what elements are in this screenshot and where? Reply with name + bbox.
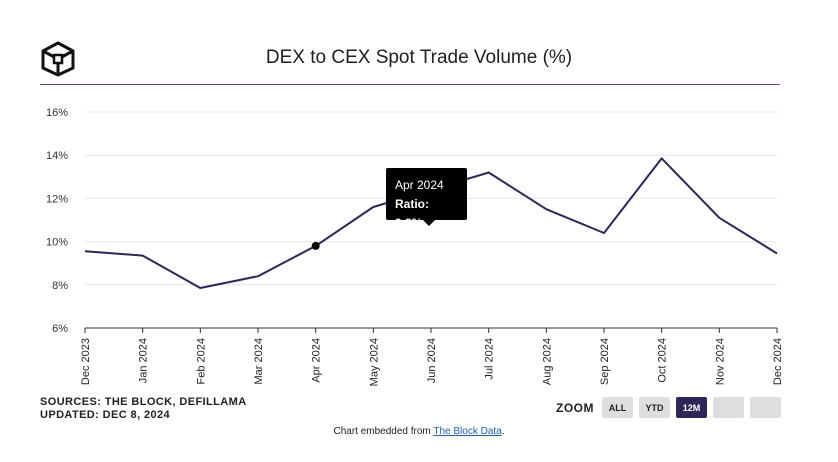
zoom-controls: ZOOM ALL YTD 12M [556,397,787,418]
data-point[interactable] [483,166,495,178]
title-divider [40,84,780,85]
x-tick-label: Jun 2024 [426,338,438,383]
x-tick-label: Nov 2024 [714,338,726,385]
zoom-12m-button[interactable]: 12M [676,397,707,418]
data-point[interactable] [713,212,725,224]
tooltip-date: Apr 2024 [395,178,444,192]
zoom-empty-button-1[interactable] [713,397,744,418]
x-tick-label: Jan 2024 [138,338,150,383]
embed-prefix: Chart embedded from [333,426,434,437]
embed-link[interactable]: The Block Data [433,426,502,437]
x-tick-label: Dec 2023 [80,338,92,385]
data-point[interactable] [771,247,783,259]
y-tick-label: 10% [46,237,68,249]
x-tick-label: Oct 2024 [657,338,669,383]
x-tick-label: Jul 2024 [484,338,496,380]
series-points [79,152,783,294]
y-tick-label: 12% [46,193,68,205]
zoom-empty-button-2[interactable] [750,397,781,418]
x-tick-label: Apr 2024 [311,338,323,383]
sources-text: SOURCES: THE BLOCK, DEFILLAMA [40,396,247,408]
tooltip: Apr 2024 Ratio: 9.8% [386,168,467,230]
x-tick-label: Sep 2024 [599,338,611,385]
y-tick-label: 8% [52,280,68,292]
zoom-all-button[interactable]: ALL [602,397,633,418]
chart-title: DEX to CEX Spot Trade Volume (%) [265,47,573,68]
embed-note: Chart embedded from The Block Data. [0,426,838,437]
the-block-cube-icon [41,41,75,77]
x-tick-label: Aug 2024 [541,338,553,385]
y-axis-ticks: 6% 8% 10% 12% 14% 16% [46,107,68,335]
x-tick-label: May 2024 [368,338,380,386]
sources-block: SOURCES: THE BLOCK, DEFILLAMA UPDATED: D… [40,396,247,422]
data-point[interactable] [598,227,610,239]
data-point[interactable] [540,203,552,215]
y-tick-label: 14% [46,150,68,162]
embed-suffix: . [501,426,505,437]
tooltip-value: Ratio: 9.8% [395,197,429,230]
x-tick-label: Mar 2024 [253,338,265,384]
data-point[interactable] [79,245,91,257]
highlighted-data-point[interactable] [311,241,320,250]
data-point[interactable] [252,270,264,282]
zoom-ytd-button[interactable]: YTD [639,397,670,418]
y-tick-label: 16% [46,107,68,119]
updated-text: UPDATED: DEC 8, 2024 [40,409,171,421]
x-tick-label: Dec 2024 [772,338,784,385]
data-point[interactable] [367,201,379,213]
data-point[interactable] [194,282,206,294]
x-axis-ticks: Dec 2023 Jan 2024 Feb 2024 Mar 2024 Apr 2024… [80,328,784,386]
x-tick-label: Feb 2024 [195,338,207,384]
data-point[interactable] [656,152,668,164]
data-point[interactable] [137,250,149,262]
y-tick-label: 6% [52,323,68,335]
zoom-label: ZOOM [556,400,594,415]
